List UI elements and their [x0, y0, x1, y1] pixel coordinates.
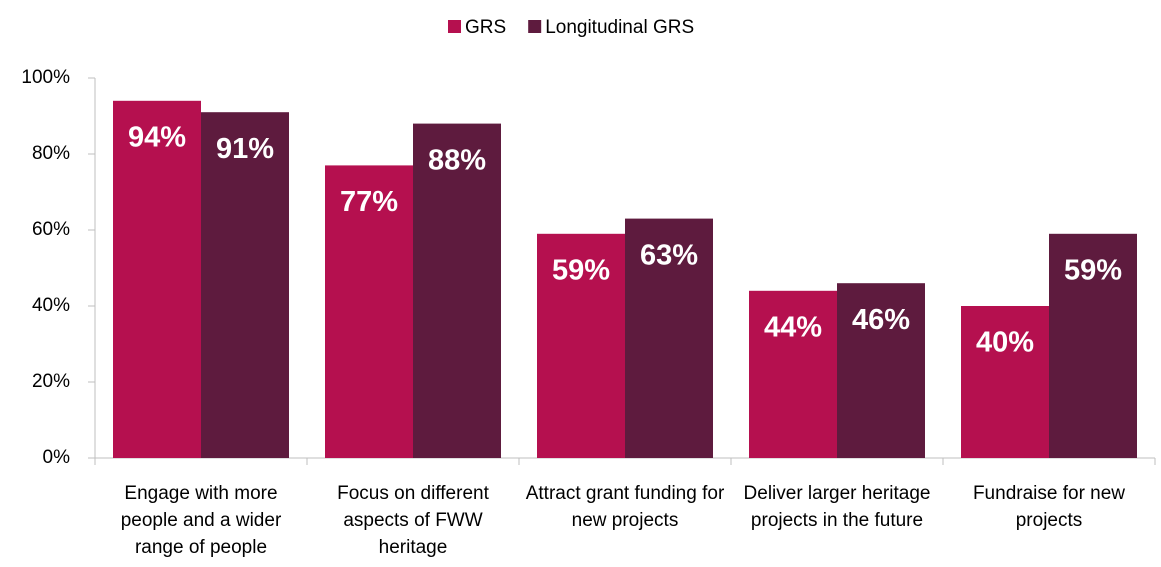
- value-label: 40%: [976, 327, 1034, 359]
- value-label: 88%: [428, 144, 486, 176]
- bar: [837, 283, 925, 458]
- y-tick-label: 20%: [32, 371, 70, 392]
- y-tick-label: 80%: [32, 143, 70, 164]
- bar: [537, 233, 625, 458]
- value-label: 77%: [340, 186, 398, 218]
- y-tick-label: 100%: [21, 67, 70, 88]
- value-label: 91%: [216, 133, 274, 165]
- bar: [113, 100, 201, 459]
- x-tick-label: Focus on different aspects of FWW herita…: [337, 483, 489, 558]
- value-label: 63%: [640, 239, 698, 271]
- value-label: 94%: [128, 121, 186, 153]
- legend-swatch: [448, 20, 461, 33]
- value-label: 46%: [852, 304, 910, 336]
- legend-label: GRS: [465, 17, 506, 38]
- legend-label: Longitudinal GRS: [545, 17, 694, 38]
- bar: [413, 123, 501, 458]
- bar: [625, 218, 713, 458]
- bar: [1049, 233, 1137, 458]
- value-label: 44%: [764, 311, 822, 343]
- x-tick-label: Attract grant funding for new projects: [525, 483, 725, 531]
- bar: [749, 290, 837, 458]
- value-label: 59%: [1064, 254, 1122, 286]
- bar: [961, 306, 1049, 458]
- x-tick-label: Deliver larger heritage projects in the …: [743, 483, 931, 531]
- x-tick-label: Fundraise for new projects: [972, 483, 1126, 531]
- x-tick-label: Engage with more people and a wider rang…: [120, 483, 282, 558]
- legend-swatch: [528, 20, 542, 33]
- y-tick-label: 0%: [43, 447, 71, 468]
- bar: [201, 112, 289, 458]
- bar: [325, 165, 413, 458]
- y-tick-label: 60%: [32, 219, 70, 240]
- y-tick-label: 40%: [32, 295, 70, 316]
- value-label: 59%: [552, 254, 610, 286]
